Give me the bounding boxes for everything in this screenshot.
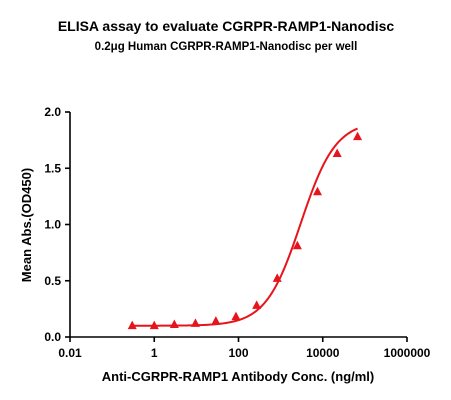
data-point bbox=[292, 240, 302, 250]
y-ticks: 0.0 0.5 1.0 1.5 2.0 bbox=[44, 105, 70, 344]
data-point bbox=[272, 273, 282, 282]
data-point bbox=[231, 311, 241, 321]
data-points bbox=[127, 131, 363, 330]
y-tick-label: 2.0 bbox=[44, 105, 61, 119]
y-tick-label: 1.5 bbox=[44, 161, 61, 175]
data-point bbox=[127, 320, 137, 330]
data-point bbox=[169, 319, 179, 329]
x-axis-label: Anti-CGRPR-RAMP1 Antibody Conc. (ng/ml) bbox=[102, 369, 375, 384]
x-tick-label: 0.01 bbox=[58, 346, 82, 360]
data-point bbox=[252, 300, 262, 309]
chart-subtitle: 0.2μg Human CGRPR-RAMP1-Nanodisc per wel… bbox=[95, 41, 358, 53]
x-tick-label: 100 bbox=[228, 346, 248, 360]
y-tick-label: 1.0 bbox=[44, 218, 61, 232]
data-point bbox=[312, 186, 322, 196]
y-tick-label: 0.0 bbox=[44, 330, 61, 344]
x-tick-label: 10000 bbox=[306, 346, 340, 360]
data-point bbox=[332, 148, 342, 158]
data-point bbox=[211, 316, 221, 325]
x-ticks: 0.01 1 100 10000 1000000 bbox=[58, 337, 431, 360]
chart-title: ELISA assay to evaluate CGRPR-RAMP1-Nano… bbox=[58, 18, 395, 34]
x-tick-label: 1000000 bbox=[384, 346, 431, 360]
data-point bbox=[353, 131, 363, 141]
y-tick-label: 0.5 bbox=[44, 274, 61, 288]
fit-curve bbox=[132, 127, 358, 327]
data-point bbox=[190, 318, 200, 327]
axes bbox=[69, 112, 407, 338]
data-point bbox=[149, 320, 159, 330]
x-tick-label: 1 bbox=[151, 346, 158, 360]
y-axis-label: Mean Abs.(OD450) bbox=[19, 168, 34, 282]
